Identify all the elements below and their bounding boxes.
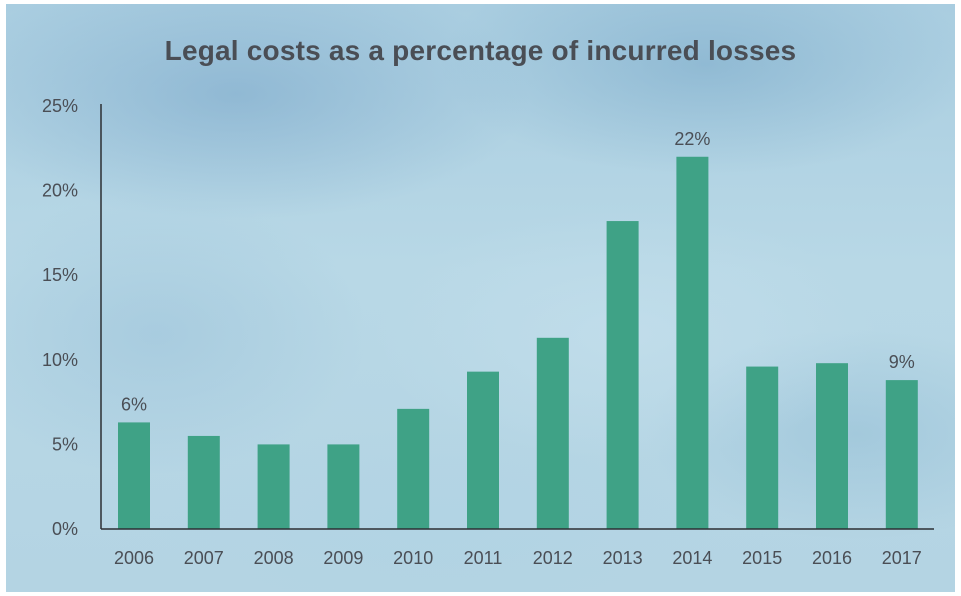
x-tick-label: 2008 [254, 548, 294, 568]
x-tick-label: 2017 [882, 548, 922, 568]
bar-2006 [118, 422, 150, 529]
data-labels: 6% 22% 9% [121, 129, 915, 415]
x-tick-label: 2006 [114, 548, 154, 568]
bar-2007 [187, 435, 220, 529]
x-tick-label: 2015 [742, 548, 782, 568]
chart-frame: Legal costs as a percentage of incurred … [6, 4, 955, 592]
bar-2013 [606, 221, 639, 529]
x-tick-label: 2007 [184, 548, 224, 568]
bar-2014 [676, 156, 709, 529]
bars [118, 156, 918, 529]
bar-chart: 0% 5% 10% 15% 20% 25% 2006 2007 2008 2009 2010 201… [42, 96, 934, 568]
x-tick-label: 2012 [533, 548, 573, 568]
y-tick-label: 0% [52, 519, 78, 539]
bar-2009 [327, 444, 360, 529]
bar-2015 [746, 366, 779, 529]
x-axis-ticks: 2006 2007 2008 2009 2010 2011 2012 2013 2014 2015… [114, 548, 922, 568]
x-tick-label: 2011 [464, 548, 503, 568]
y-tick-label: 5% [52, 434, 78, 454]
x-tick-label: 2013 [603, 548, 643, 568]
bar-2008 [257, 444, 290, 529]
y-tick-label: 15% [42, 265, 78, 285]
data-label-2017: 9% [889, 352, 915, 372]
x-tick-label: 2016 [812, 548, 852, 568]
bar-2011 [467, 371, 499, 529]
chart-title: Legal costs as a percentage of incurred … [164, 35, 797, 66]
bar-2010 [397, 408, 430, 529]
bar-2016 [816, 363, 848, 529]
y-axis-ticks: 0% 5% 10% 15% 20% 25% [42, 96, 78, 539]
x-tick-label: 2010 [393, 548, 433, 568]
y-tick-label: 10% [42, 350, 78, 370]
y-tick-label: 25% [42, 96, 78, 116]
y-tick-label: 20% [42, 181, 78, 201]
bar-2012 [536, 337, 569, 529]
x-tick-label: 2014 [672, 548, 712, 568]
bar-2017 [885, 380, 918, 529]
x-tick-label: 2009 [323, 548, 363, 568]
data-label-2006: 6% [121, 394, 147, 414]
data-label-2014: 22% [674, 129, 710, 149]
